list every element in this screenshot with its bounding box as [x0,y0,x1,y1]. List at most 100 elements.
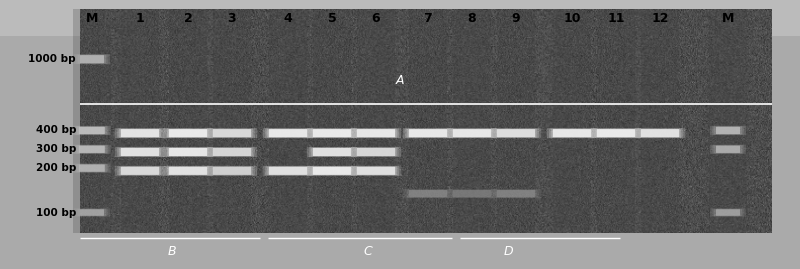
Text: B: B [168,245,176,258]
Text: 11: 11 [607,12,625,25]
FancyBboxPatch shape [350,166,401,176]
FancyBboxPatch shape [714,126,742,134]
Text: 2: 2 [184,12,192,25]
FancyBboxPatch shape [115,128,165,138]
FancyBboxPatch shape [75,145,109,154]
FancyBboxPatch shape [78,164,106,172]
Bar [313,9,351,233]
FancyBboxPatch shape [213,129,251,137]
FancyBboxPatch shape [446,189,497,198]
FancyBboxPatch shape [169,129,207,137]
FancyBboxPatch shape [306,128,357,138]
FancyBboxPatch shape [309,166,354,175]
FancyBboxPatch shape [117,147,163,157]
FancyBboxPatch shape [211,167,253,175]
Bar [121,9,159,233]
FancyBboxPatch shape [713,145,744,154]
FancyBboxPatch shape [311,167,353,175]
FancyBboxPatch shape [313,129,351,137]
FancyBboxPatch shape [493,189,539,198]
FancyBboxPatch shape [79,127,105,134]
FancyBboxPatch shape [266,129,310,138]
FancyBboxPatch shape [451,190,493,198]
FancyBboxPatch shape [493,129,539,138]
FancyBboxPatch shape [78,55,106,63]
FancyBboxPatch shape [635,128,685,138]
FancyBboxPatch shape [121,129,159,137]
Text: M: M [722,12,734,25]
Bar [73,9,111,233]
FancyBboxPatch shape [262,128,314,138]
Text: C: C [364,245,372,258]
Text: 9: 9 [512,12,520,25]
FancyBboxPatch shape [74,126,110,135]
Text: 1: 1 [136,12,144,25]
FancyBboxPatch shape [209,129,254,138]
FancyBboxPatch shape [119,148,161,156]
FancyBboxPatch shape [313,167,351,175]
Text: M: M [86,12,98,25]
FancyBboxPatch shape [406,129,451,138]
FancyBboxPatch shape [167,148,209,156]
FancyBboxPatch shape [269,167,307,175]
FancyBboxPatch shape [495,129,537,137]
FancyBboxPatch shape [594,129,639,138]
FancyBboxPatch shape [716,209,740,216]
Bar [0,0,800,36]
FancyBboxPatch shape [590,128,642,138]
FancyBboxPatch shape [115,147,165,157]
Bar [597,9,635,233]
FancyBboxPatch shape [78,145,106,153]
FancyBboxPatch shape [497,190,535,197]
Text: 3: 3 [228,12,236,25]
FancyBboxPatch shape [169,167,207,175]
FancyBboxPatch shape [78,209,106,216]
Bar [169,9,207,233]
FancyBboxPatch shape [206,128,258,138]
Bar [213,9,251,233]
Text: D: D [503,245,513,258]
FancyBboxPatch shape [547,128,597,138]
FancyBboxPatch shape [453,190,491,197]
Text: 5: 5 [328,12,336,25]
FancyBboxPatch shape [80,209,104,216]
FancyBboxPatch shape [269,129,307,137]
FancyBboxPatch shape [79,146,105,153]
Text: 10: 10 [563,12,581,25]
FancyBboxPatch shape [262,166,314,176]
FancyBboxPatch shape [641,129,679,137]
FancyBboxPatch shape [350,147,401,157]
Text: 7: 7 [424,12,432,25]
FancyBboxPatch shape [595,129,637,137]
Text: 200 bp: 200 bp [36,163,76,173]
Bar [641,9,679,233]
FancyBboxPatch shape [117,129,163,138]
FancyBboxPatch shape [350,128,401,138]
FancyBboxPatch shape [311,129,353,137]
FancyBboxPatch shape [77,55,107,64]
FancyBboxPatch shape [165,147,211,157]
Text: 12: 12 [651,12,669,25]
Bar [709,9,747,233]
FancyBboxPatch shape [119,167,161,175]
FancyBboxPatch shape [357,129,395,137]
FancyBboxPatch shape [491,189,542,198]
FancyBboxPatch shape [451,129,493,137]
FancyBboxPatch shape [169,148,207,156]
FancyBboxPatch shape [267,129,309,137]
FancyBboxPatch shape [409,190,447,197]
FancyBboxPatch shape [355,129,397,137]
FancyBboxPatch shape [211,129,253,137]
FancyBboxPatch shape [710,208,746,217]
FancyBboxPatch shape [163,128,213,138]
FancyBboxPatch shape [353,129,398,138]
FancyBboxPatch shape [597,129,635,137]
FancyBboxPatch shape [74,54,110,64]
FancyBboxPatch shape [357,167,395,175]
FancyBboxPatch shape [716,146,740,153]
FancyBboxPatch shape [713,209,744,216]
FancyBboxPatch shape [165,129,211,138]
FancyBboxPatch shape [121,167,159,175]
FancyBboxPatch shape [713,126,744,135]
FancyBboxPatch shape [710,145,746,154]
